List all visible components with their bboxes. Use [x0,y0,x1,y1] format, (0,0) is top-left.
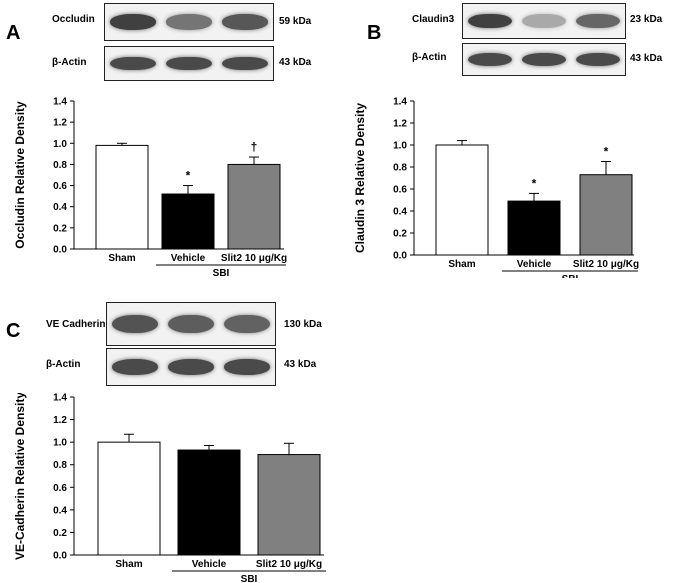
y-tick-label: 1.0 [53,139,67,150]
blot-band [112,359,158,375]
kda-claudin3: 23 kDa [630,14,663,25]
blot-band [112,315,158,333]
kda-ve-cadherin: 130 kDa [284,319,322,330]
blot-label-ve-cadherin: VE Cadherin [46,319,106,330]
blot-band [222,14,268,30]
y-tick-label: 1.4 [53,97,67,108]
y-tick-label: 0.2 [393,229,407,240]
significance-marker: * [604,145,609,159]
y-axis-label: Occludin Relative Density [13,101,27,249]
chart-occludin: 0.0 0.2 0.4 0.6 0.8 1.0 1.2 1.4 Occludin Relativ… [13,97,287,280]
blot-label-claudin3: Claudin3 [412,14,455,25]
blot-actin-b [462,43,626,76]
blot-band [521,13,567,29]
y-tick-label: 1.4 [53,393,67,404]
kda-actin-c: 43 kDa [284,359,317,370]
y-tick-label: 1.2 [393,119,407,130]
y-tick-label: 1.0 [53,438,67,449]
group-label: SBI [241,574,258,583]
blot-band [222,56,268,71]
x-tick-label: Sham [108,253,135,264]
blot-band [110,14,156,30]
group-label: SBI [213,268,230,279]
y-tick-label: 0.6 [53,181,67,192]
group-label: SBI [562,274,579,278]
blot-band [467,52,513,66]
bar [95,144,149,250]
x-tick-label: Slit2 10 μg/Kg [221,253,287,264]
blot-band [521,52,567,66]
bar [257,454,321,556]
y-tick-label: 0.0 [53,551,67,562]
x-tick-label: Slit2 10 μg/Kg [573,259,639,270]
significance-marker: † [251,140,258,154]
chart-ve-cadherin: 0.0 0.2 0.4 0.6 0.8 1.0 1.2 1.4 VE-Cadherin Rela… [13,393,326,583]
panel-letter-a: A [6,22,21,44]
bar [97,441,161,556]
chart-claudin3: 0.0 0.2 0.4 0.6 0.8 1.0 1.2 1.4 Claudin 3 Relati… [353,97,639,279]
blot-band [224,315,270,333]
panel-a: A Occludin 59 kDa β-Actin 43 kDa 0.0 0.2 0… [0,0,340,280]
blot-band [575,52,621,66]
x-tick-label: Sham [448,259,475,270]
blot-band [467,13,513,29]
blot-actin-c [106,348,276,386]
bar [435,144,489,256]
bar [161,193,215,250]
blot-ve-cadherin [106,302,276,346]
blot-band [168,315,214,333]
x-tick-label: Vehicle [171,253,206,264]
y-tick-label: 1.2 [53,118,67,129]
y-tick-label: 0.4 [53,202,67,213]
blot-band [168,359,214,375]
x-tick-label: Slit2 10 μg/Kg [256,559,322,570]
blot-actin-a [104,46,274,81]
y-tick-label: 1.4 [393,97,407,108]
y-tick-label: 0.2 [53,528,67,539]
kda-actin-a: 43 kDa [279,57,312,68]
x-tick-label: Sham [115,559,142,570]
panel-b: B Claudin3 23 kDa β-Actin 43 kDa 0.0 0.2 0… [340,0,675,280]
kda-actin-b: 43 kDa [630,53,663,64]
y-tick-label: 1.0 [393,141,407,152]
blot-label-occludin: Occludin [52,14,95,25]
y-tick-label: 0.2 [53,223,67,234]
panel-letter-b: B [367,22,382,44]
x-tick-label: Vehicle [517,259,552,270]
bar [579,174,633,256]
blot-label-actin-b: β-Actin [412,52,447,63]
blot-band [575,13,621,29]
significance-marker: * [532,176,537,190]
y-tick-label: 0.8 [53,460,67,471]
y-axis-label: Claudin 3 Relative Density [353,103,367,253]
blot-band [166,56,212,71]
blot-label-actin-c: β-Actin [46,359,81,370]
y-tick-label: 0.6 [393,185,407,196]
blot-band [166,14,212,30]
blot-band [224,359,270,375]
y-tick-label: 0.0 [393,251,407,262]
significance-marker: * [186,169,191,183]
y-tick-label: 0.4 [393,207,407,218]
blot-band [110,56,156,71]
bar [507,200,561,256]
blot-claudin3 [462,3,626,39]
bar [227,163,281,250]
blot-occludin [104,3,274,41]
bar [177,449,241,556]
y-axis-label: VE-Cadherin Relative Density [13,393,27,560]
y-tick-label: 0.0 [53,245,67,256]
x-tick-label: Vehicle [192,559,227,570]
kda-occludin: 59 kDa [279,16,312,27]
y-tick-label: 1.2 [53,415,67,426]
y-tick-label: 0.8 [393,163,407,174]
y-tick-label: 0.4 [53,505,67,516]
y-tick-label: 0.6 [53,483,67,494]
panel-letter-c: C [6,320,21,342]
y-tick-label: 0.8 [53,160,67,171]
panel-c: C VE Cadherin 130 kDa β-Actin 43 kDa 0.0… [0,290,340,583]
blot-label-actin-a: β-Actin [52,57,87,68]
